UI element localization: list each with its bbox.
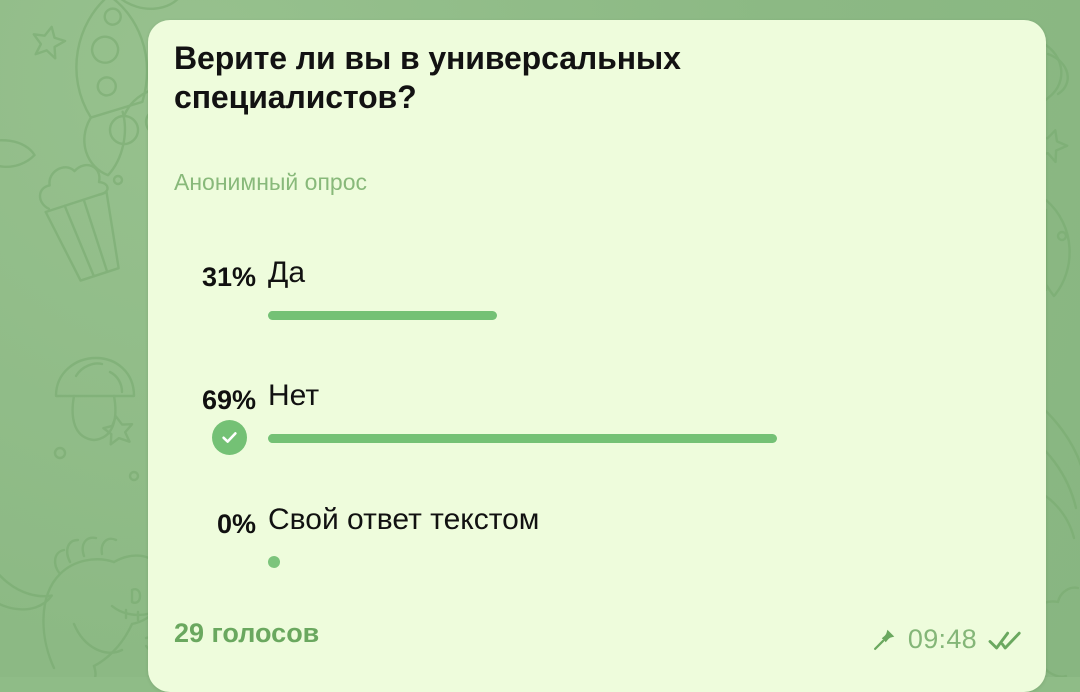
- poll-option-3-zero-dot: [268, 556, 280, 568]
- poll-message-bubble[interactable]: Верите ли вы в универсальных специалисто…: [148, 20, 1046, 692]
- poll-option-2-label: Нет: [268, 379, 320, 412]
- message-meta: 09:48: [872, 624, 1022, 655]
- message-time: 09:48: [907, 624, 977, 654]
- poll-option-1-bar-fill: [268, 311, 497, 320]
- pin-icon: [872, 627, 897, 652]
- dot-doodle: [112, 174, 124, 186]
- poll-votes-count: 29 голосов: [174, 618, 320, 648]
- double-check-icon: [988, 628, 1022, 652]
- poll-option-2-bar-fill: [268, 434, 778, 443]
- chosen-answer-check-icon: [212, 420, 247, 455]
- poll-option-3-label: Свой ответ текстом: [268, 503, 540, 536]
- mushroom-doodle: [54, 356, 136, 442]
- star-doodle: [32, 25, 67, 60]
- poll-option-3-bar-track: [268, 556, 1006, 568]
- dot-doodle: [1056, 230, 1068, 242]
- poll-option-1-percent: 31%: [201, 262, 256, 292]
- dot-doodle: [53, 446, 67, 460]
- poll-question: Верите ли вы в универсальных специалисто…: [174, 40, 681, 116]
- dot-doodle: [128, 470, 140, 482]
- leaf-doodle: [0, 139, 36, 168]
- star-doodle: [102, 415, 134, 446]
- rocket-doodle: [75, 0, 149, 177]
- poll-subtitle: Анонимный опрос: [174, 169, 367, 195]
- poll-option-2-bar-track: [268, 434, 1006, 443]
- poll-option-3-percent: 0%: [216, 509, 256, 539]
- squiggle-doodle: [120, 0, 179, 11]
- banana-doodle: [0, 534, 53, 611]
- poll-option-1-bar-track: [268, 311, 1006, 320]
- poll-option-1-label: Да: [268, 256, 306, 289]
- poll-option-2-percent: 69%: [201, 385, 256, 415]
- popcorn-doodle: [38, 163, 120, 282]
